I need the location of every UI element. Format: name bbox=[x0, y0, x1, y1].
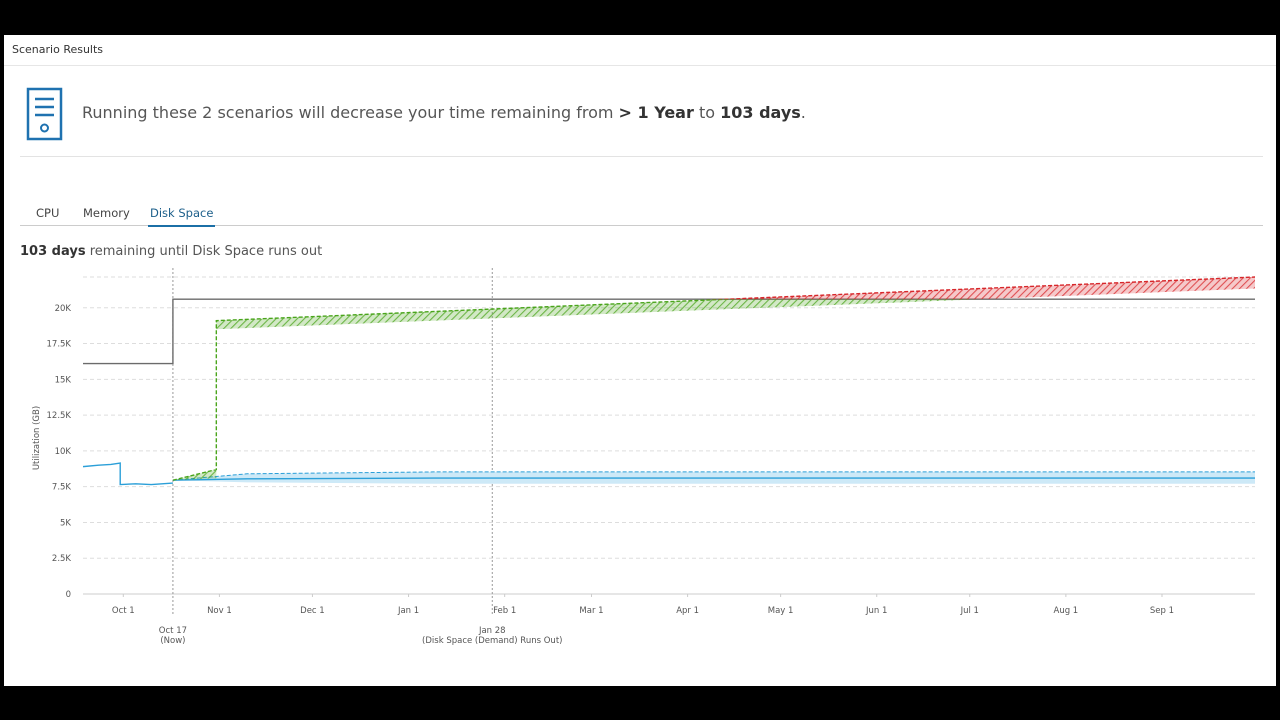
tab[interactable]: CPU bbox=[36, 206, 60, 220]
x-tick-label: Apr 1 bbox=[676, 606, 699, 616]
marker-label: (Disk Space (Demand) Runs Out) bbox=[422, 636, 562, 646]
x-tick-label: Dec 1 bbox=[300, 606, 325, 616]
status-text: remaining until Disk Space runs out bbox=[85, 244, 323, 259]
x-tick-label: Nov 1 bbox=[207, 606, 232, 616]
tab-bar: CPU Memory Disk Space bbox=[20, 203, 1263, 227]
summary: Running these 2 scenarios will decrease … bbox=[82, 103, 806, 122]
summary-text: to bbox=[693, 103, 721, 122]
tab[interactable]: Memory bbox=[83, 206, 130, 220]
x-tick-label: Jun 1 bbox=[865, 606, 887, 616]
y-tick-label: 12.5K bbox=[47, 411, 72, 421]
y-tick-label: 7.5K bbox=[52, 483, 72, 493]
x-tick-label: Jul 1 bbox=[960, 606, 979, 616]
summary-text: 103 days bbox=[720, 103, 801, 122]
series-group bbox=[172, 471, 1256, 484]
series-line bbox=[82, 462, 173, 486]
marker-label: Oct 17 bbox=[159, 626, 187, 636]
server-icon bbox=[26, 87, 63, 141]
marker-label: (Now) bbox=[160, 636, 185, 646]
y-tick-label: 2.5K bbox=[52, 554, 72, 564]
status-text: 103 days bbox=[20, 244, 86, 259]
y-tick-label: 17.5K bbox=[47, 340, 72, 350]
divider bbox=[20, 156, 1263, 157]
panel-title: Scenario Results bbox=[12, 43, 104, 56]
x-tick-label: Sep 1 bbox=[1150, 606, 1174, 616]
summary-text: Running these 2 scenarios will decrease … bbox=[82, 103, 619, 122]
y-tick-label: 0 bbox=[66, 590, 71, 600]
y-tick-label: 20K bbox=[55, 304, 72, 314]
x-tick-label: Feb 1 bbox=[493, 606, 516, 616]
status: 103 days remaining until Disk Space runs… bbox=[20, 244, 322, 259]
series-line bbox=[172, 477, 1255, 481]
y-tick-label: 5K bbox=[60, 518, 71, 528]
summary-text: > 1 Year bbox=[618, 103, 694, 122]
tab[interactable]: Disk Space bbox=[148, 206, 216, 227]
y-tick-label: 15K bbox=[55, 375, 72, 385]
summary-text: . bbox=[800, 103, 806, 122]
x-tick-label: Mar 1 bbox=[579, 606, 603, 616]
x-tick-label: Jan 1 bbox=[397, 606, 419, 616]
y-axis-title: Utilization (GB) bbox=[32, 406, 42, 470]
series-group bbox=[82, 462, 173, 486]
divider bbox=[4, 65, 1276, 66]
marker-label: Jan 28 bbox=[478, 626, 506, 636]
x-tick-label: May 1 bbox=[768, 606, 794, 616]
x-tick-label: Oct 1 bbox=[112, 606, 135, 616]
x-tick-label: Aug 1 bbox=[1054, 606, 1079, 616]
y-tick-label: 10K bbox=[55, 447, 72, 457]
